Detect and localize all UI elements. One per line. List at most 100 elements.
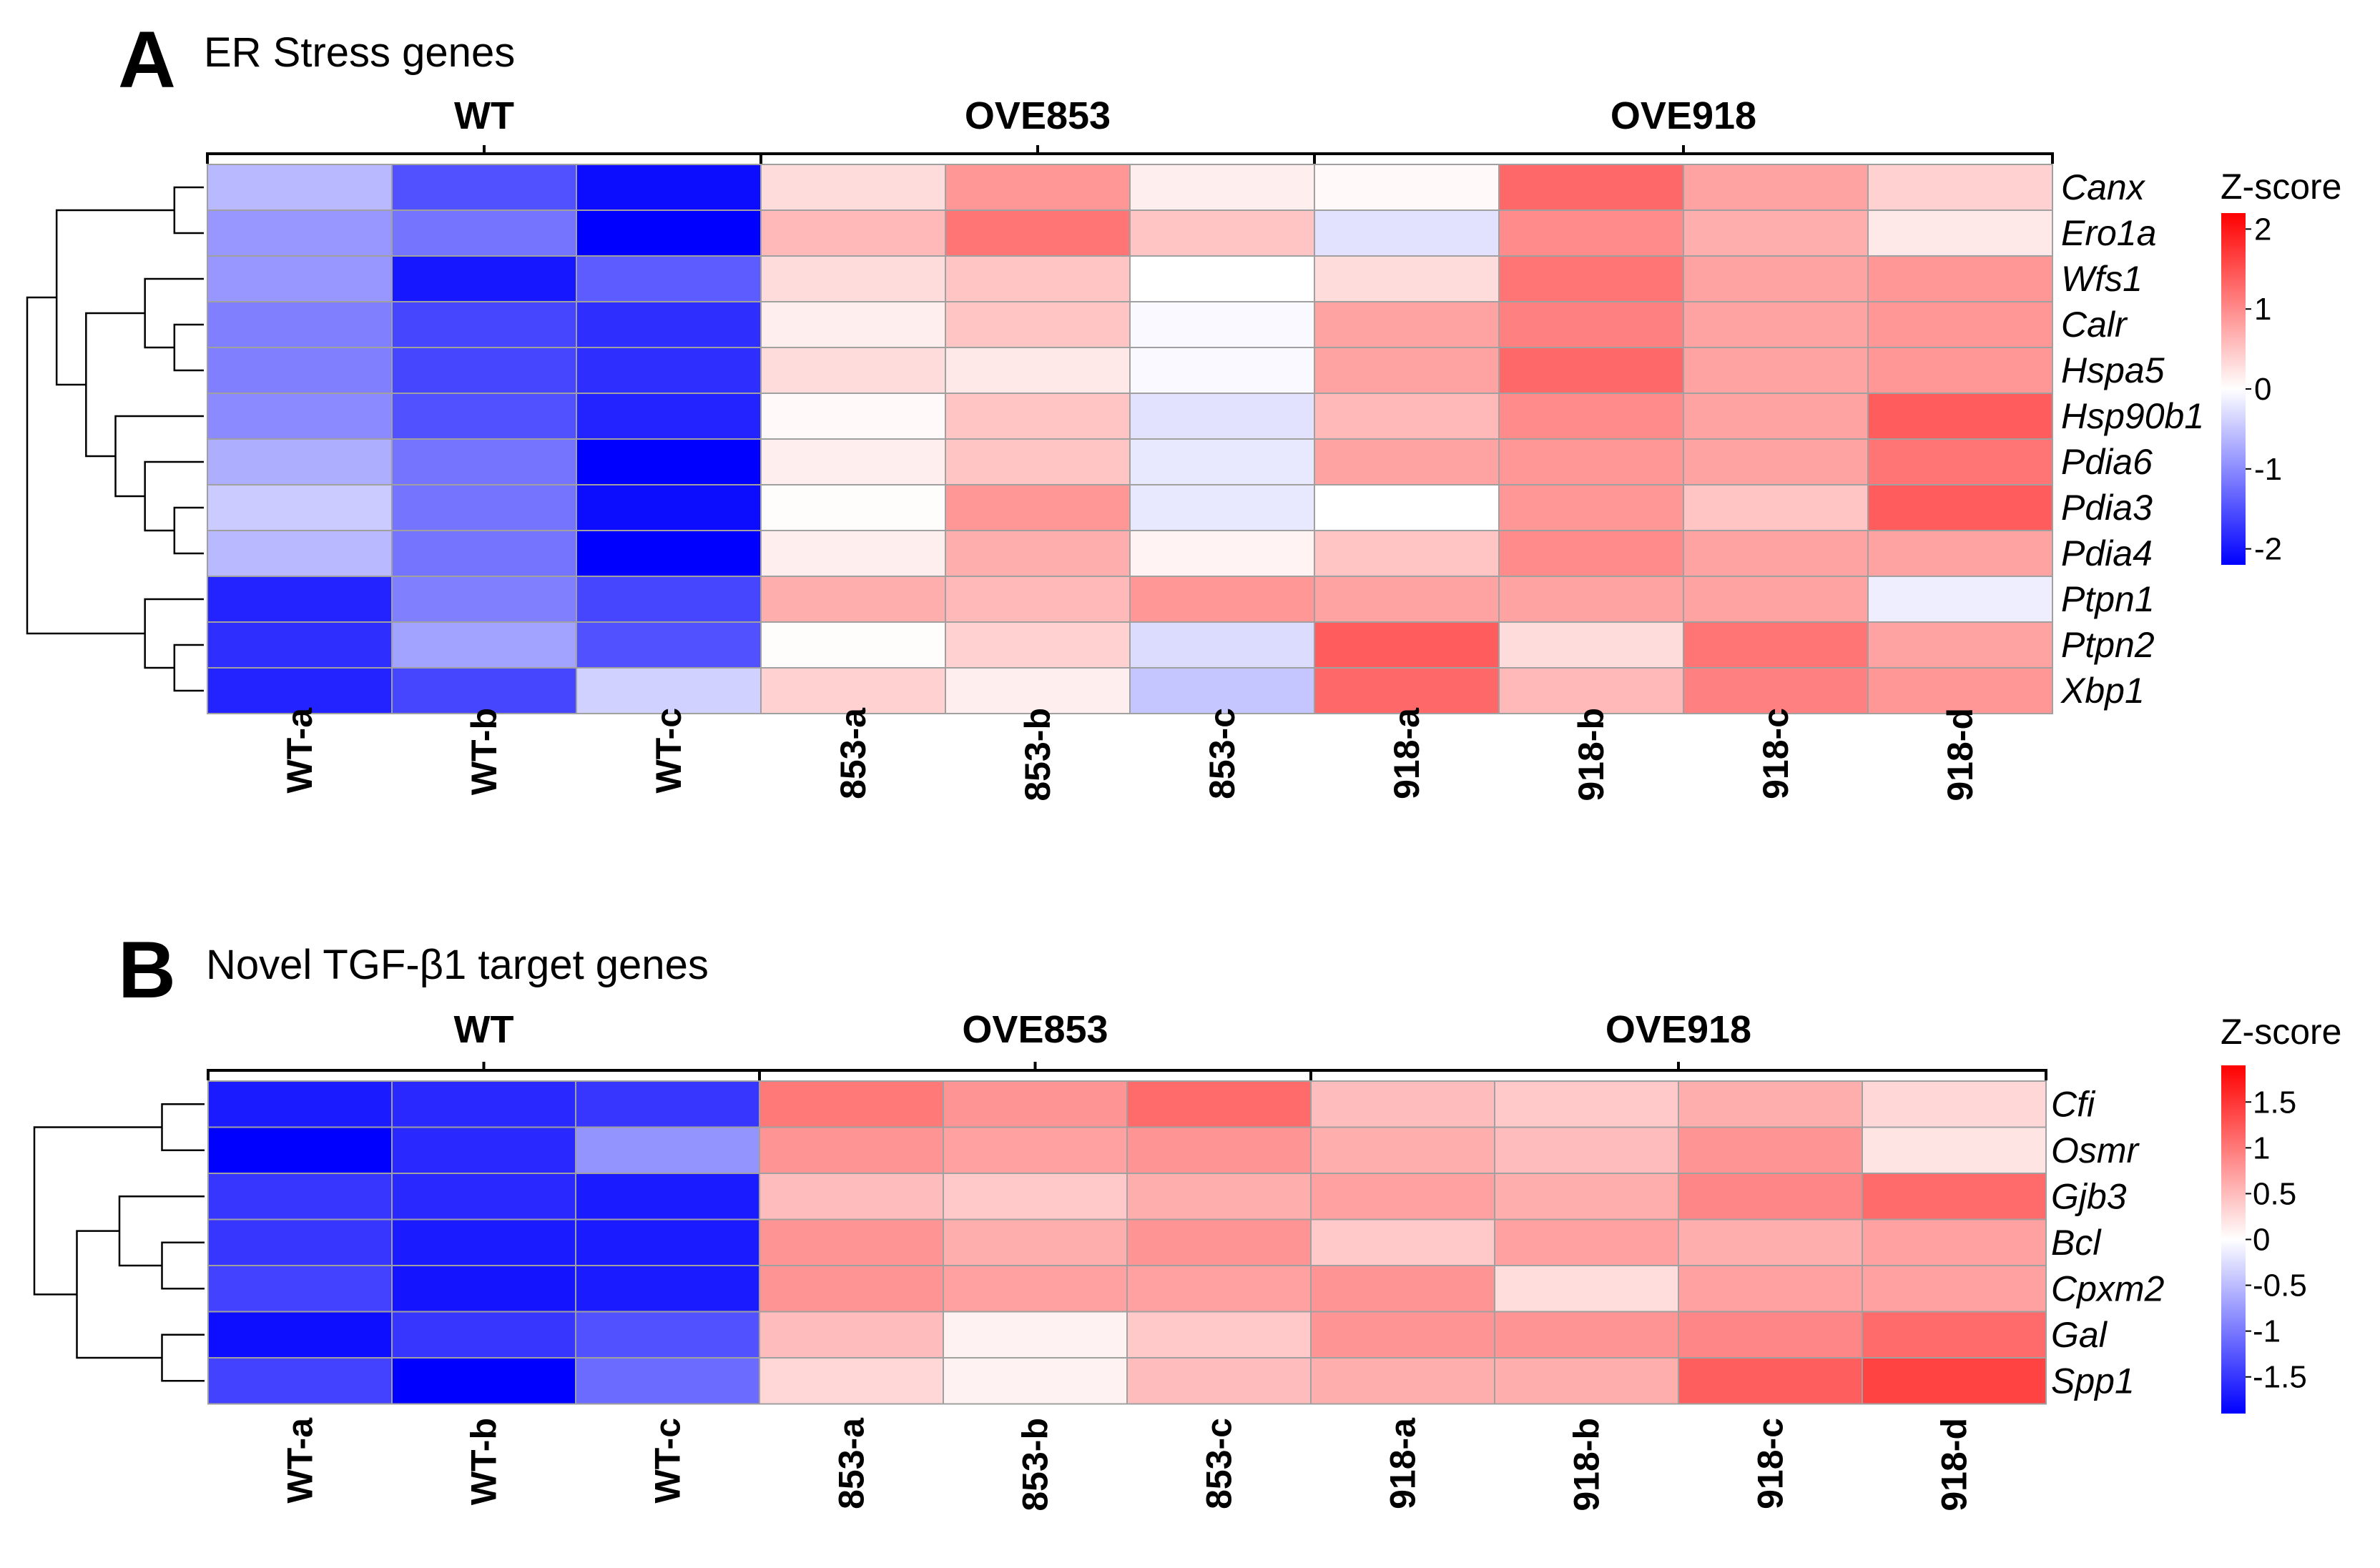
heatmap-cell [207,576,393,623]
heatmap-cell [391,347,577,394]
heatmap-cell [207,255,393,302]
heatmap-cell [1129,393,1315,440]
heatmap-cell [1678,1218,1863,1266]
column-label: WT-b [464,1418,504,1505]
heatmap-cell [945,301,1131,348]
dendrogram-branch [144,277,204,349]
row-label: Cfi [2051,1084,2096,1124]
heatmap-cell [1314,164,1500,211]
row-label: Pdia6 [2061,442,2153,482]
row-label: Gjb3 [2051,1176,2127,1216]
heatmap-cell [1678,1311,1863,1359]
colorbar-tick-label: 0 [2253,1223,2270,1258]
heatmap-cell [945,438,1131,485]
heatmap-cell [1498,530,1684,577]
heatmap-cell [1126,1218,1312,1266]
group-bracket [1313,145,2054,164]
heatmap-cell [1683,255,1869,302]
dendrogram-branch [26,296,145,635]
colorbar-tick-label: -1.5 [2253,1360,2307,1395]
heatmap-cell [1314,576,1500,623]
group-bracket [207,1062,761,1080]
group-label: WT [454,94,514,137]
heatmap-cell [1867,576,2053,623]
heatmap-cell [207,530,393,577]
heatmap-cell [576,164,762,211]
heatmap-cell [1867,667,2053,714]
row-label: Spp1 [2051,1361,2135,1401]
heatmap-cell [1129,530,1315,577]
heatmap-cell [1683,576,1869,623]
heatmap-cell [1494,1265,1679,1313]
dendrogram-branch [144,460,204,532]
dendrogram-branch [114,415,204,498]
heatmap-cell [1498,347,1684,394]
heatmap-cell [207,1265,393,1313]
heatmap-cell [207,164,393,211]
heatmap-cell [576,347,762,394]
heatmap-cell [1494,1126,1679,1174]
panel-title: Novel TGF-β1 target genes [206,942,709,988]
dendrogram-branch [144,598,204,669]
heatmap-cell [1314,530,1500,577]
column-label: 918-a [1387,707,1427,799]
column-label: WT-b [464,708,504,795]
heatmap-cell [1678,1126,1863,1174]
heatmap-cell [1867,621,2053,669]
heatmap-cell [945,209,1131,257]
heatmap-cell [1678,1265,1863,1313]
heatmap-cell [1498,621,1684,669]
heatmap-cell [1498,301,1684,348]
heatmap-cell [1494,1080,1679,1128]
heatmap-cell [1314,484,1500,531]
heatmap-cell [1498,393,1684,440]
heatmap-panel-a: A ER Stress genes WT OVE853 OVE918 Canx Ero1a W… [26,15,2341,802]
column-label: 853-a [833,707,873,799]
row-label: Bcl [2051,1223,2102,1263]
row-label: Pdia4 [2061,533,2153,573]
row-label: Calr [2061,305,2128,345]
heatmap-cell [391,1265,576,1313]
heatmap-cell [1314,393,1500,440]
heatmap-cell [391,209,577,257]
heatmap-cell [945,347,1131,394]
heatmap-cell [1862,1218,2047,1266]
heatmap-cell [576,530,762,577]
colorbar-title: Z-score [2221,167,2341,207]
heatmap-cell [1310,1357,1495,1405]
column-label: WT-c [649,708,689,793]
heatmap-cell [760,621,946,669]
dendrogram-branch [173,186,204,235]
colorbar-tick-label: -1 [2253,1314,2281,1349]
colorbar-tick-label: -0.5 [2253,1268,2307,1303]
heatmap-cell [391,438,577,485]
heatmap-cell [1310,1080,1495,1128]
heatmap-cell [1862,1357,2047,1405]
column-label: 918-c [1751,1418,1791,1509]
heatmap-cell [391,255,577,302]
row-label: Canx [2061,167,2146,207]
column-label: 853-b [1018,708,1058,802]
heatmap-cell [760,576,946,623]
heatmap-cell [1678,1357,1863,1405]
colorbar-tick-label: 2 [2254,212,2271,247]
heatmap-cell [207,667,393,714]
colorbar [2221,213,2246,565]
heatmap-cell [945,164,1131,211]
heatmap-cell [207,1357,393,1405]
heatmap-cell [943,1311,1128,1359]
heatmap-cell [576,301,762,348]
heatmap-cell [575,1218,760,1266]
heatmap-cell [1494,1311,1679,1359]
row-label: Hsp90b1 [2061,396,2204,436]
group-label: OVE853 [965,94,1111,137]
heatmap-cell [1867,484,2053,531]
heatmap-cell [1867,301,2053,348]
group-label: OVE918 [1605,1008,1751,1051]
heatmap-cell [576,576,762,623]
heatmap-cell [759,1080,944,1128]
heatmap-cell [943,1080,1128,1128]
heatmap-cell [1498,164,1684,211]
row-label: Pdia3 [2061,488,2153,528]
heatmap-cell [760,530,946,577]
